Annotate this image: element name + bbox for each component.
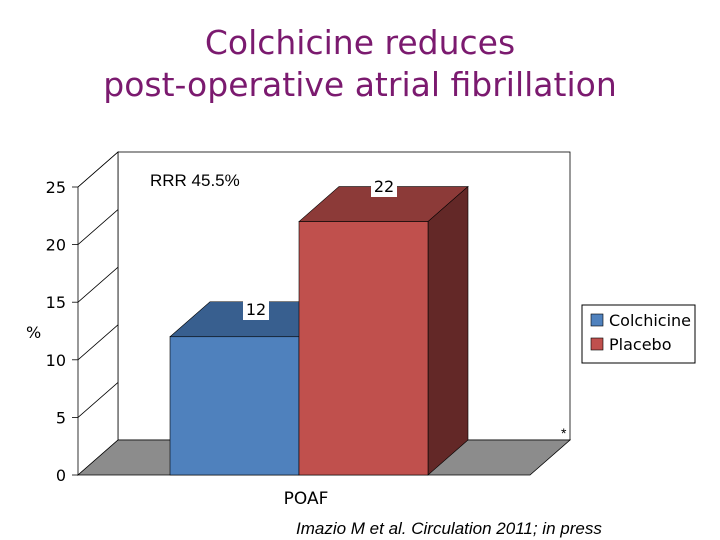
y-axis-ticks: 0 5 10 15 20 25 [46, 151, 119, 485]
gridline [77, 151, 119, 188]
citation: Imazio M et al. Circulation 2011; in pre… [296, 519, 602, 538]
gridline [77, 209, 119, 245]
legend-swatch-placebo [590, 337, 604, 351]
title-line-2: post-operative atrial fibrillation [103, 65, 617, 104]
bar-colchicine [169, 336, 300, 476]
bar-placebo [298, 221, 429, 476]
chart-bars [169, 185, 469, 476]
data-label: 12 [246, 300, 266, 319]
legend: Colchicine Placebo [581, 304, 696, 364]
legend-label-colchicine: Colchicine [609, 311, 691, 330]
y-tick-label: 25 [46, 178, 66, 197]
data-label-bg [371, 173, 397, 197]
rrr-annotation: RRR 45.5% [150, 171, 240, 190]
legend-swatch-colchicine [590, 313, 604, 327]
chart-labels: % 12 22 RRR 45.5% * POAF [26, 171, 567, 509]
gridline [77, 266, 119, 303]
x-category-label: POAF [284, 489, 329, 509]
side-wall [77, 151, 119, 476]
significance-mark: * [561, 425, 567, 441]
title-line-1: Colchicine reduces [204, 23, 516, 62]
y-tick-label: 20 [46, 236, 66, 255]
slide-title: Colchicine reduces post-operative atrial… [0, 22, 720, 106]
y-tick-label: 15 [46, 293, 66, 312]
data-label: 22 [374, 177, 394, 196]
bar-side-placebo [427, 185, 469, 476]
y-tick-label: 0 [56, 466, 66, 485]
legend-label-placebo: Placebo [609, 335, 671, 354]
data-label-bg [243, 296, 269, 320]
gridline [77, 324, 119, 361]
y-tick-label: 10 [46, 351, 66, 370]
y-axis-label: % [26, 323, 41, 342]
y-tick-label: 5 [56, 408, 66, 427]
gridline [77, 382, 119, 418]
